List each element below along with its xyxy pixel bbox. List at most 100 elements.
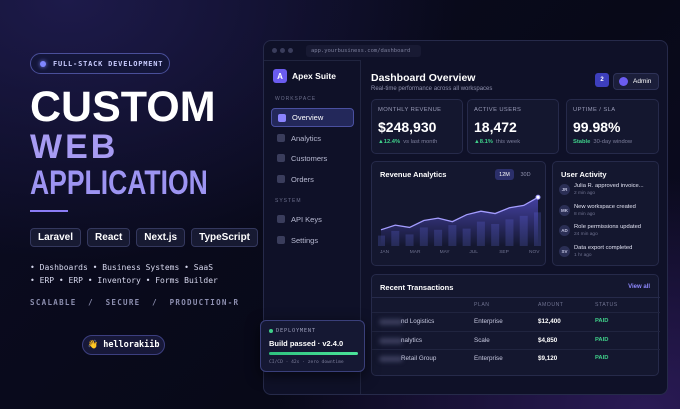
nav-item[interactable]: Analytics — [271, 129, 354, 148]
window-dot — [280, 48, 285, 53]
area — [381, 197, 538, 246]
notifications[interactable]: 2 — [595, 73, 609, 87]
nav-item[interactable]: Orders — [271, 170, 354, 189]
kpi-value: 99.98% — [573, 119, 621, 135]
column-header: PLAN — [474, 302, 490, 308]
cell: $9,120 — [538, 355, 558, 362]
cell: Enterprise — [474, 318, 503, 325]
headline: WEB — [30, 128, 119, 166]
activity-time: 24 min ago — [574, 232, 598, 237]
line — [380, 196, 539, 231]
blurred-name — [379, 337, 403, 344]
separator — [372, 330, 660, 332]
nav-icon — [278, 114, 286, 122]
kpi-delta: Stable — [573, 139, 591, 145]
kpi-card: MONTHLY REVENUE $248,930 ▲12.4% vs last mon… — [371, 99, 463, 154]
nav-label: API Keys — [291, 215, 322, 224]
deployment-label: DEPLOYMENT — [269, 328, 316, 334]
toggle[interactable]: 12M — [495, 169, 514, 180]
kpi-value: 18,472 — [474, 119, 517, 135]
nav-label: Customers — [291, 154, 328, 163]
window-dot — [272, 48, 277, 53]
tag: Next.js — [136, 228, 186, 247]
nav-icon — [277, 154, 285, 162]
month-label: SEP — [499, 250, 509, 255]
activity-text: Role permissions updated — [574, 224, 642, 230]
nav-label: Orders — [291, 174, 314, 184]
nav-icon — [277, 215, 285, 223]
tag-list: Laravel React Next.js TypeScript — [30, 228, 259, 247]
tag: TypeScript — [191, 228, 259, 247]
avatar: SV — [559, 245, 570, 257]
nav-label: Analytics — [291, 133, 322, 143]
section-label: SYSTEM — [275, 198, 302, 204]
blurred-name — [379, 356, 403, 362]
activity-time: 8 min ago — [574, 211, 596, 217]
kpi-note: 30-day window — [593, 139, 633, 145]
separator — [372, 349, 660, 350]
cell: $12,400 — [538, 318, 561, 325]
deployment-label-text: DEPLOYMENT — [276, 328, 316, 334]
handle[interactable]: 👋 hellorakiib — [82, 335, 165, 355]
revenue-card: Revenue Analytics 12M 30D JAN MAR MAY JUL SEP NO… — [371, 161, 546, 266]
user-menu[interactable]: Admin — [613, 73, 659, 90]
nav-item[interactable]: API Keys — [271, 210, 354, 229]
activity-time: 1 hr ago — [574, 252, 592, 258]
tag: React — [87, 228, 131, 247]
month-label: JAN — [380, 250, 390, 255]
card-title: Recent Transactions — [380, 283, 454, 292]
toggle[interactable]: 30D — [520, 171, 531, 178]
badge: FULL-STACK DEVELOPMENT — [30, 53, 170, 74]
month-label: MAR — [409, 250, 421, 255]
activity-card: User Activity JR Julia R. approved invoice… — [552, 161, 659, 266]
end-point — [535, 194, 541, 200]
nav-label: Settings — [291, 235, 319, 245]
url-bar: app.yourbusiness.com/dashboard — [306, 45, 421, 57]
cell: Retail Group — [401, 355, 437, 362]
avatar: MK — [559, 204, 570, 216]
progress-bar — [269, 352, 358, 355]
card-title: Revenue Analytics — [380, 170, 447, 179]
kpi-label: ACTIVE USERS — [474, 107, 522, 113]
nav-label: Overview — [292, 113, 324, 122]
features: • ERP • ERP • Inventory • Forms Builder — [30, 276, 218, 285]
nav-item[interactable]: Overview — [271, 108, 354, 127]
kpi-change: ▲12.4% vs last month — [378, 139, 437, 145]
page-subtitle: Real-time performance across all workspa… — [371, 86, 493, 92]
month-label: NOV — [529, 250, 540, 255]
kpi-label: MONTHLY REVENUE — [378, 107, 442, 113]
cell: Scale — [474, 336, 490, 344]
headline: APPLICATION — [30, 164, 208, 202]
nav-icon — [277, 133, 285, 142]
kpi-note: vs last month — [403, 139, 438, 145]
column-header: AMOUNT — [538, 302, 564, 308]
kpi-change: ▲8.1% this week — [474, 139, 520, 145]
card-title: User Activity — [561, 170, 607, 179]
kpi-delta: ▲8.1% — [474, 139, 493, 145]
avatar: AD — [559, 225, 570, 236]
headline: CUSTOM — [30, 83, 216, 131]
nav-item[interactable]: Customers — [271, 149, 354, 168]
tag: Laravel — [30, 228, 82, 247]
brand: Apex Suite — [292, 71, 336, 81]
activity-text: Data export completed — [574, 244, 633, 251]
nav-item[interactable]: Settings — [271, 231, 354, 250]
month-label: JUL — [469, 250, 478, 255]
kpi-note: this week — [495, 139, 521, 145]
deployment-card: DEPLOYMENT Build passed · v2.4.0 CI/CD ·… — [260, 320, 365, 372]
blurred-name — [379, 319, 403, 325]
logo: A — [273, 69, 287, 83]
cell: nalytics — [401, 336, 422, 344]
view-all[interactable]: View all — [628, 284, 650, 290]
transactions-card: Recent Transactions View all PLAN AMOUNT STA… — [371, 274, 660, 376]
deployment-title: Build passed · v2.4.0 — [269, 339, 344, 348]
page-title: Dashboard Overview — [371, 72, 476, 84]
kpi-delta: ▲12.4% — [378, 139, 401, 145]
nav-icon — [277, 174, 285, 183]
nav-icon — [277, 235, 285, 244]
revenue-chart — [378, 194, 541, 246]
section-label: WORKSPACE — [275, 96, 317, 102]
qualities: SCALABLE / SECURE / PRODUCTION-R — [30, 298, 240, 307]
cell: $4,850 — [538, 336, 558, 344]
deployment-details: CI/CD · 42s · zero downtime — [269, 360, 344, 365]
